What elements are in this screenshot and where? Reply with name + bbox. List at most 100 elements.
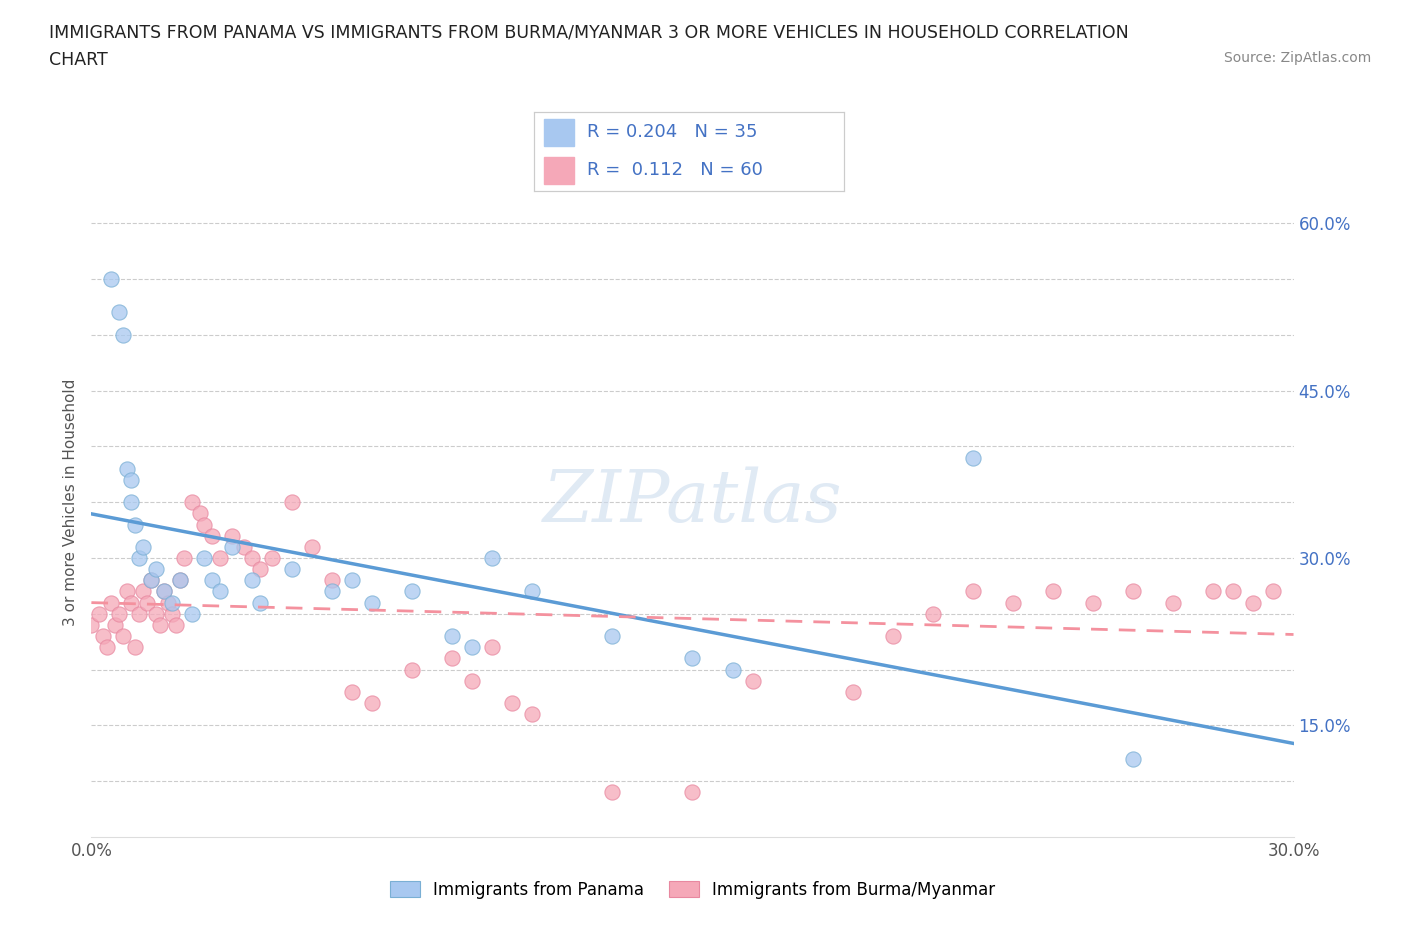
Point (922, 606, 945, 621)
Point (160, 595, 183, 610)
Point (80, 618, 103, 632)
Point (201, 573, 224, 588)
Point (193, 551, 215, 565)
Point (681, 785, 703, 800)
Point (440, 651, 463, 666)
Point (232, 539, 254, 554)
Point (962, 450, 984, 465)
Bar (544, 156, 575, 184)
Point (481, 640, 503, 655)
Y-axis label: 3 or more Vehicles in Household: 3 or more Vehicles in Household (63, 379, 79, 626)
Point (340, 684, 363, 699)
Text: Source: ZipAtlas.com: Source: ZipAtlas.com (1223, 51, 1371, 65)
Point (152, 584, 174, 599)
Point (145, 562, 167, 577)
Point (108, 606, 131, 621)
Point (132, 584, 155, 599)
Point (165, 618, 187, 632)
Point (240, 551, 263, 565)
Point (1001, 595, 1024, 610)
Point (340, 573, 363, 588)
Point (173, 551, 195, 565)
Point (169, 573, 191, 588)
Point (169, 573, 191, 588)
Text: ZIPatlas: ZIPatlas (543, 467, 842, 538)
Point (741, 673, 763, 688)
Point (602, 785, 624, 800)
Point (281, 495, 304, 510)
Point (481, 551, 503, 565)
Point (841, 684, 863, 699)
Point (148, 618, 170, 632)
Text: R = 0.204   N = 35: R = 0.204 N = 35 (586, 123, 758, 141)
Point (522, 707, 544, 722)
Point (96, 640, 118, 655)
Point (221, 539, 243, 554)
Point (301, 539, 323, 554)
Point (132, 539, 155, 554)
Point (112, 327, 135, 342)
Point (152, 584, 174, 599)
Point (882, 629, 904, 644)
Point (221, 528, 243, 543)
Point (160, 606, 183, 621)
Point (721, 662, 744, 677)
Point (522, 584, 544, 599)
Point (681, 651, 703, 666)
Point (121, 495, 143, 510)
Point (104, 618, 127, 632)
Bar (544, 119, 575, 146)
Point (124, 640, 146, 655)
Point (121, 595, 143, 610)
Point (1122, 751, 1144, 766)
Point (201, 528, 224, 543)
Text: CHART: CHART (49, 51, 108, 69)
Point (401, 662, 423, 677)
Point (1163, 595, 1185, 610)
Point (136, 595, 159, 610)
Point (89, 606, 111, 621)
Point (128, 606, 150, 621)
Point (1263, 584, 1285, 599)
Point (1202, 584, 1225, 599)
Point (249, 562, 271, 577)
Point (249, 595, 271, 610)
Point (100, 272, 122, 286)
Point (193, 517, 215, 532)
Point (117, 584, 139, 599)
Point (1083, 595, 1105, 610)
Point (141, 573, 163, 588)
Point (281, 562, 304, 577)
Point (108, 305, 131, 320)
Point (260, 551, 283, 565)
Point (602, 629, 624, 644)
Point (93, 629, 115, 644)
Point (1122, 584, 1144, 599)
Point (180, 495, 202, 510)
Point (188, 506, 211, 521)
Text: R =  0.112   N = 60: R = 0.112 N = 60 (586, 161, 762, 179)
Point (208, 551, 231, 565)
Point (1042, 584, 1064, 599)
Point (240, 573, 263, 588)
Legend: Immigrants from Panama, Immigrants from Burma/Myanmar: Immigrants from Panama, Immigrants from … (382, 874, 1002, 906)
Point (461, 673, 484, 688)
Point (180, 606, 202, 621)
Point (128, 551, 150, 565)
Point (360, 696, 382, 711)
Point (208, 584, 231, 599)
Point (321, 584, 343, 599)
Point (124, 517, 146, 532)
Point (121, 472, 143, 487)
Point (401, 584, 423, 599)
Point (461, 640, 484, 655)
Point (360, 595, 382, 610)
Point (440, 629, 463, 644)
Point (321, 573, 343, 588)
Point (1243, 595, 1265, 610)
Point (501, 696, 523, 711)
Point (962, 584, 984, 599)
Point (1222, 584, 1244, 599)
Point (156, 595, 179, 610)
Point (117, 461, 139, 476)
